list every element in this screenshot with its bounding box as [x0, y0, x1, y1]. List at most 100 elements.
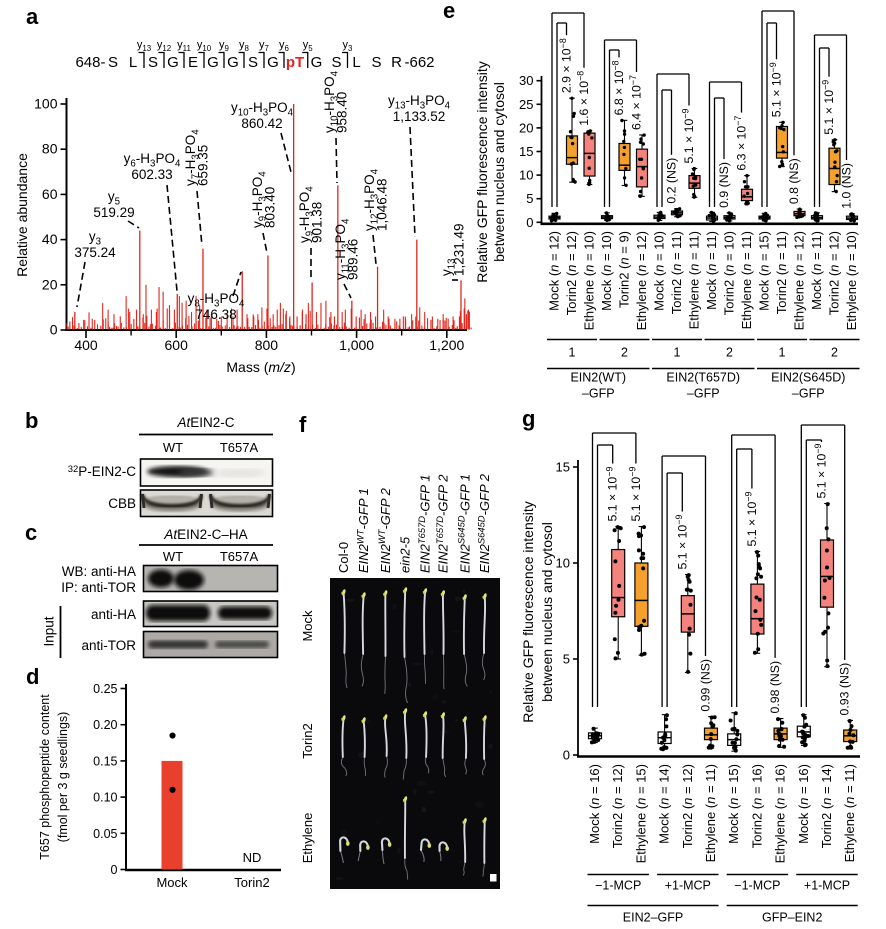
blot-b-header: AtEIN2-C: [177, 415, 235, 430]
data-point: [587, 132, 591, 136]
data-point: [797, 211, 801, 215]
subgroup-label: 1: [674, 346, 681, 360]
tspan-shape: PO: [333, 224, 348, 244]
tspan-shape: –GFP: [792, 387, 825, 401]
ellipse-shape: [440, 730, 450, 734]
tspan-shape: S: [108, 54, 118, 71]
tspan-shape: = 12): [634, 231, 649, 265]
peak-ion-label: y9-H3PO4: [250, 171, 268, 228]
tspan-shape: = 10): [844, 231, 859, 265]
data-point: [587, 155, 591, 160]
ellipse-shape: [407, 682, 412, 688]
tspan-shape: S: [148, 54, 158, 71]
data-point: [674, 212, 679, 216]
data-point: [801, 731, 806, 736]
tspan-shape: -H: [250, 202, 265, 216]
ellipse-shape: [146, 496, 198, 504]
tspan-shape: 15: [519, 144, 533, 159]
x-tick-label: Ethylene (n = 11): [842, 764, 857, 862]
box-1-Mock: [758, 211, 771, 223]
tspan-shape: +1-MCP: [665, 879, 711, 893]
ellipse-shape: [214, 496, 266, 504]
tspan-shape: E: [188, 54, 198, 71]
tspan-shape: 5.1 × 10: [745, 502, 759, 547]
peak-mz-label: 803.40: [263, 187, 278, 228]
path-shape: [384, 717, 388, 757]
tspan-shape: 746.38: [195, 307, 236, 322]
p-value: 5.1 × 10−9: [813, 444, 828, 499]
data-point: [569, 162, 574, 166]
tspan-shape: n: [842, 797, 857, 804]
data-point: [780, 737, 785, 742]
blot-band: [178, 468, 214, 477]
tspan-shape: n: [819, 798, 834, 805]
tspan-shape: EIN2: [457, 543, 472, 573]
tspan-shape: y: [362, 224, 377, 231]
data-point: [732, 726, 737, 731]
box-1-Ethylene: [688, 166, 701, 199]
treatment-label: Mock: [300, 610, 315, 642]
ellipse-shape: [413, 662, 423, 666]
tspan-shape: Torin2 (: [680, 804, 695, 848]
tspan-shape: 20: [519, 120, 533, 135]
tspan-shape: Ethylene (: [792, 271, 807, 330]
p-value: 6.8 × 10−8: [611, 60, 626, 115]
data-point: [759, 622, 764, 627]
spectrum-x-axis-title: Mass (m/z): [226, 359, 296, 375]
data-point: [639, 176, 644, 180]
tspan-shape: = 11): [774, 231, 789, 264]
p-value: 0.99 (NS): [699, 659, 713, 712]
y-ion-series-label: y7: [259, 39, 269, 53]
ellipse-shape: [462, 589, 466, 594]
ellipse-shape: [488, 743, 493, 750]
tspan-shape: 1.0 (NS): [840, 163, 854, 209]
bar-y-tick-label: 0.15: [93, 754, 117, 768]
data-point: [746, 185, 750, 189]
tspan-shape: n: [657, 798, 672, 805]
tspan-shape: 0.93 (NS): [838, 663, 852, 716]
spectrum-y-axis-title: Relative abundance: [14, 153, 30, 277]
x-tick-label: Torin2 (n = 9): [617, 231, 632, 308]
path-shape: [341, 718, 345, 758]
data-point: [711, 723, 716, 728]
tspan-shape: 8: [245, 44, 250, 53]
peak-ion-label: y6-H3PO4: [124, 151, 181, 169]
peak-mz-label: 1,046.48: [375, 178, 390, 231]
peak-mz-label: 860.42: [241, 116, 282, 131]
path-shape: [404, 656, 409, 704]
data-point: [851, 217, 855, 222]
data-point: [687, 579, 692, 584]
tspan-shape: y: [250, 221, 265, 228]
tspan-shape: 3: [214, 298, 219, 309]
x-tick-label: Ethylene (n = 11): [703, 764, 718, 862]
leader-line: [262, 232, 268, 254]
p-value: 6.3 × 10−7: [733, 116, 748, 171]
data-point: [827, 576, 832, 580]
tspan-shape: T657D: [416, 516, 427, 544]
tspan-shape: 8: [194, 298, 199, 309]
tspan-shape: 13: [395, 100, 406, 111]
tspan-shape: n: [617, 257, 632, 264]
data-point: [662, 738, 667, 743]
tspan-shape: R: [391, 54, 402, 71]
data-point: [733, 711, 738, 716]
y-tick-label: 20: [519, 120, 533, 135]
peak-mz-label: 746.38: [195, 307, 236, 322]
tspan-shape: n: [669, 264, 684, 271]
path-shape: [424, 756, 430, 774]
genotype-label: EIN2S645D-GFP 1: [456, 474, 473, 573]
data-point: [746, 201, 750, 205]
tspan-shape: 60: [42, 186, 58, 202]
tspan-shape: 1,133.52: [393, 109, 446, 124]
sequence-residue: S: [371, 54, 381, 71]
ellipse-shape: [340, 829, 348, 836]
data-point: [664, 745, 669, 750]
data-point: [798, 208, 802, 212]
y-tick-label: 25: [519, 97, 533, 112]
data-point: [615, 650, 620, 655]
p-value: 0.8 (NS): [787, 158, 801, 204]
tspan-shape: Ethylene (: [739, 270, 754, 329]
tspan-shape: n: [599, 265, 614, 272]
tspan-shape: 10: [519, 168, 533, 183]
